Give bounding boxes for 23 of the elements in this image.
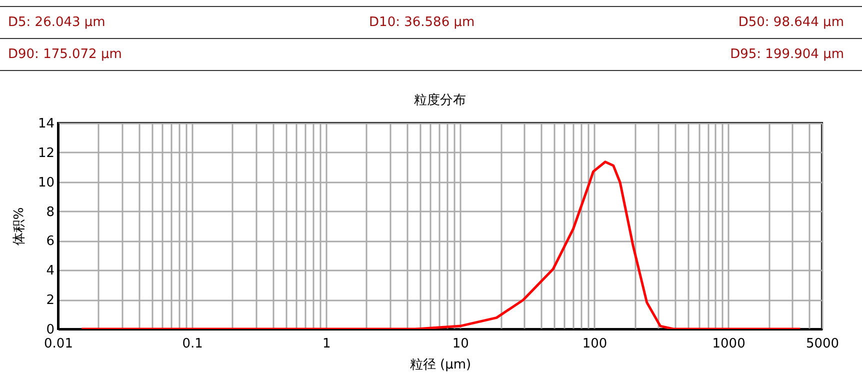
y-tick-label: 10 — [38, 175, 54, 190]
x-tick-label: 0.01 — [44, 336, 73, 352]
y-tick-label: 6 — [46, 234, 54, 250]
x-tick-label: 1 — [322, 336, 331, 352]
x-tick-label: 1000 — [712, 336, 746, 352]
x-axis-title: 粒径 (μm) — [410, 358, 472, 372]
text: D50: 98.644 μm — [738, 15, 844, 30]
y-tick-label: 0 — [46, 322, 54, 338]
text: D5: 26.043 μm — [8, 15, 106, 30]
x-tick-label: 10 — [452, 336, 469, 352]
x-tick-label: 5000 — [806, 336, 840, 352]
x-tick-label: 100 — [582, 336, 608, 352]
y-tick-label: 14 — [38, 116, 54, 132]
y-tick-label: 8 — [46, 204, 54, 220]
y-axis-title: 体积% — [12, 207, 27, 246]
y-tick-label: 4 — [46, 264, 54, 279]
text: D95: 199.904 μm — [730, 47, 844, 62]
text: D10: 36.586 μm — [369, 15, 475, 30]
chart-title: 粒度分布 — [414, 92, 466, 108]
text: D90: 175.072 μm — [8, 47, 122, 62]
y-tick-label: 2 — [46, 293, 54, 308]
y-tick-label: 12 — [38, 146, 54, 161]
x-tick-label: 0.1 — [182, 336, 203, 352]
